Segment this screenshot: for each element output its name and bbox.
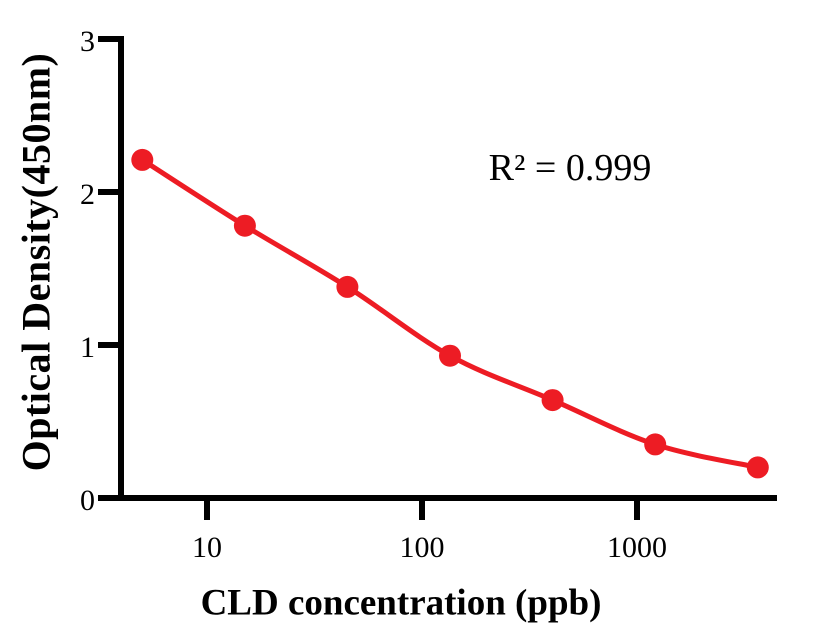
data-point [746, 456, 769, 479]
data-point [131, 148, 154, 171]
x-axis-title: CLD concentration (ppb) [200, 582, 602, 624]
x-tick-label: 10 [192, 531, 222, 564]
data-point [336, 275, 359, 298]
x-tick-label: 100 [400, 531, 445, 564]
y-tick-label: 0 [80, 484, 95, 517]
data-point [541, 389, 564, 412]
x-axis-ticks [204, 498, 640, 520]
data-points [131, 148, 769, 479]
y-tick-label: 2 [80, 178, 95, 211]
y-axis-ticks [98, 36, 121, 501]
r-squared-annotation: R² = 0.999 [488, 147, 652, 189]
data-point [439, 344, 461, 367]
x-tick-label: 1000 [607, 531, 667, 564]
y-axis-title: Optical Density(450nm) [13, 52, 59, 472]
data-point [644, 433, 667, 456]
y-tick-label: 1 [80, 331, 95, 364]
y-tick-label: 3 [80, 25, 95, 58]
series-curve [140, 157, 759, 470]
y-axis-tick-labels: 0 1 2 3 [80, 25, 95, 517]
data-point [233, 214, 256, 237]
axes [98, 36, 777, 501]
x-axis-tick-labels: 10 100 1000 [192, 531, 667, 564]
fit-curve [140, 157, 759, 470]
